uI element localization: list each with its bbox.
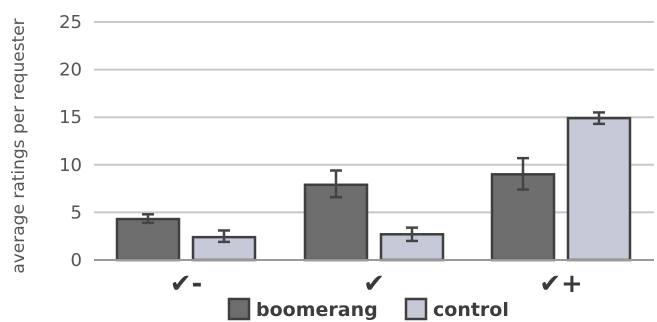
x-axis-categories: ✔- ✔ ✔+	[170, 269, 583, 299]
error-bar-control	[593, 111, 605, 126]
error-bar-boomerang	[517, 156, 529, 191]
x-category-label: ✔-	[170, 269, 203, 299]
legend-item-boomerang: boomerang	[227, 297, 378, 321]
error-bar-boomerang	[330, 169, 342, 199]
y-tick-label: 15	[59, 107, 82, 128]
error-bars	[142, 111, 605, 244]
error-bar-boomerang	[142, 213, 154, 225]
error-bar-control	[406, 226, 418, 243]
error-bar-control	[218, 229, 230, 244]
gridlines	[94, 21, 654, 214]
y-tick-label: 10	[59, 155, 82, 176]
legend-item-control: control	[404, 297, 509, 321]
y-axis-title: average ratings per requester	[9, 18, 29, 273]
y-tick-label: 20	[59, 60, 82, 81]
x-category-label: ✔	[363, 269, 385, 299]
x-category-label: ✔+	[539, 269, 583, 299]
bar-control	[566, 116, 632, 262]
legend: boomerang control	[227, 297, 509, 321]
y-axis-ticks: 0 5 10 15 20 25	[59, 12, 82, 271]
legend-label: boomerang	[256, 299, 378, 321]
y-tick-label: 5	[71, 202, 82, 223]
legend-swatch	[227, 297, 251, 321]
legend-label: control	[433, 299, 509, 321]
bar-boomerang	[115, 217, 181, 262]
y-tick-label: 25	[59, 12, 82, 33]
legend-swatch	[404, 297, 428, 321]
bars	[115, 116, 632, 262]
y-tick-label: 0	[71, 250, 82, 271]
